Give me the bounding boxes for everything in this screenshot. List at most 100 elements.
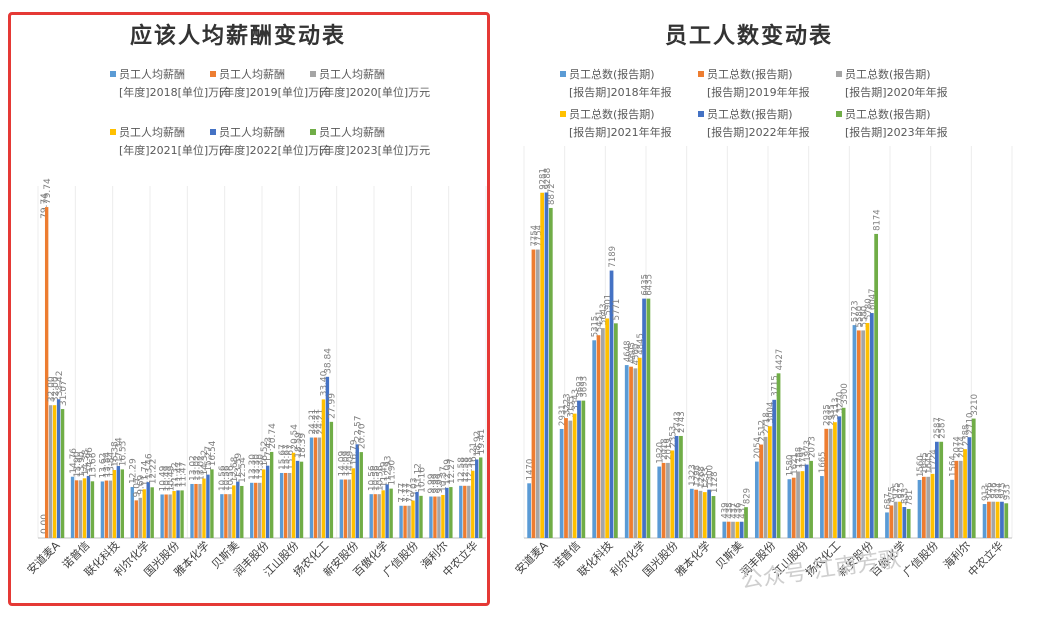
right-chart-bar [754, 461, 759, 538]
right-chart-bar [893, 501, 898, 538]
right-chart-bar [885, 512, 889, 538]
left-chart-data-label: 18.39 [298, 433, 308, 459]
right-chart-data-label: 2587 [933, 417, 943, 439]
right-chart-bar [694, 489, 698, 538]
left-chart-bar [339, 479, 344, 538]
right-chart-data-label: 1233 [701, 467, 711, 489]
left-chart-data-label: 31.07 [59, 380, 69, 406]
left-chart-bar [202, 478, 206, 538]
left-chart-legend-label: 员工人均薪酬 [119, 68, 185, 81]
right-chart-bar [926, 476, 931, 538]
right-chart-bar [906, 508, 911, 538]
left-chart-data-label: 22.57 [354, 416, 364, 442]
left-chart-data-label: 7.77 [401, 483, 411, 503]
right-chart-bar [739, 521, 744, 538]
right-chart-bar [633, 368, 638, 538]
left-chart-bar [220, 494, 224, 538]
right-chart-data-label: 1797 [799, 447, 809, 469]
left-chart-bar [206, 474, 210, 538]
right-chart-data-label: 9288 [543, 168, 553, 190]
right-chart-legend-label: [报告期]2023年年报 [845, 125, 948, 139]
left-chart-bar [190, 483, 194, 538]
left-chart-bar [265, 465, 270, 538]
left-chart-bar [198, 483, 202, 538]
left-chart-data-label: 32.00 [51, 376, 61, 402]
left-chart-bar [329, 421, 334, 538]
right-chart-data-label: 7189 [608, 246, 618, 268]
left-chart-bar [120, 469, 125, 538]
left-chart-data-label: 10.56 [222, 465, 232, 491]
left-chart-bar [437, 496, 441, 538]
right-chart-data-label: 2019 [664, 438, 674, 460]
left-chart-data-label: 15.67 [282, 444, 292, 470]
right-chart-bar [592, 340, 597, 538]
left-chart-legend-label: 员工人均薪酬 [119, 126, 185, 139]
left-chart-data-label: 13.62 [99, 453, 109, 479]
right-chart-data-label: 1788 [794, 447, 804, 469]
left-chart-data-label: 16.21 [469, 442, 479, 468]
left-chart-data-label: 10.56 [375, 465, 385, 491]
left-chart-bar [407, 505, 411, 538]
right-chart-bar [735, 521, 740, 538]
left-chart-data-label: 13.90 [73, 451, 83, 477]
left-chart-data-label: 10.56 [226, 465, 236, 491]
right-chart-data-label: 2353 [669, 426, 679, 448]
right-chart-data-label: 2074 [953, 436, 963, 458]
right-chart-bar [921, 476, 926, 538]
left-chart-data-label: 20.74 [268, 423, 278, 449]
right-chart-data-label: 3223 [562, 393, 572, 415]
right-chart-data-label: 2512 [757, 420, 767, 442]
right-chart-data-label: 5580 [855, 306, 865, 328]
right-chart-bar [967, 437, 972, 538]
left-chart-data-label: 24.21 [312, 409, 322, 435]
left-chart-bar [369, 494, 373, 538]
right-chart-data-label: 2018 [660, 438, 670, 460]
right-chart-bar [861, 330, 865, 538]
right-chart-data-label: 1470 [525, 459, 535, 481]
right-chart-data-label: 439 [721, 502, 731, 518]
left-chart-data-label: 16.79 [350, 439, 360, 465]
right-chart-bar [679, 435, 683, 538]
right-chart-category-label: 联化科技 [575, 538, 616, 579]
left-chart-data-label: 12.54 [238, 457, 248, 483]
right-chart-bar [772, 399, 777, 538]
left-chart-legend-swatch [210, 129, 216, 135]
left-chart-bar [150, 487, 154, 538]
right-chart-data-label: 2935 [827, 404, 837, 426]
right-chart-data-label: 8872 [547, 183, 557, 205]
right-chart-bar [702, 492, 707, 538]
left-chart-legend-swatch [110, 71, 116, 77]
left-chart-bar [291, 452, 296, 538]
right-chart-legend-label: 员工总数(报告期) [845, 107, 931, 121]
right-chart-title: 员工人数变动表 [665, 24, 834, 49]
right-chart-bar [800, 471, 805, 538]
left-chart-bar [343, 479, 348, 538]
right-chart-data-label: 6435 [645, 274, 655, 296]
right-chart-data-label: 437 [738, 503, 748, 519]
right-chart-bar [902, 507, 907, 538]
left-chart-data-label: 9.99 [435, 473, 445, 493]
right-chart-bar [796, 471, 800, 538]
left-chart-data-label: 14.09 [338, 450, 348, 476]
left-chart-bar [240, 485, 244, 538]
right-chart-bar [776, 373, 781, 538]
right-chart-data-label: 2587 [938, 417, 948, 439]
left-chart-data-label: 11.32 [170, 462, 180, 488]
right-chart-data-label: 7754 [530, 225, 540, 247]
left-chart-bar [112, 470, 117, 538]
left-chart-data-label: 10.49 [166, 465, 176, 491]
right-chart-bar [971, 418, 976, 538]
left-chart-data-label: 10.37 [439, 466, 449, 492]
right-chart-data-label: 2935 [823, 404, 833, 426]
right-chart-category-label: 广信股份 [901, 539, 941, 579]
left-chart-bar [309, 437, 314, 538]
right-chart-bar [889, 505, 894, 538]
left-chart-bar [411, 500, 415, 538]
left-chart-bar [385, 484, 389, 538]
right-chart-legend-label: 员工总数(报告期) [845, 67, 931, 81]
right-chart-data-label: 3693 [575, 376, 585, 398]
right-chart-data-label: 438 [725, 502, 735, 518]
right-chart-data-label: 2743 [677, 411, 687, 433]
